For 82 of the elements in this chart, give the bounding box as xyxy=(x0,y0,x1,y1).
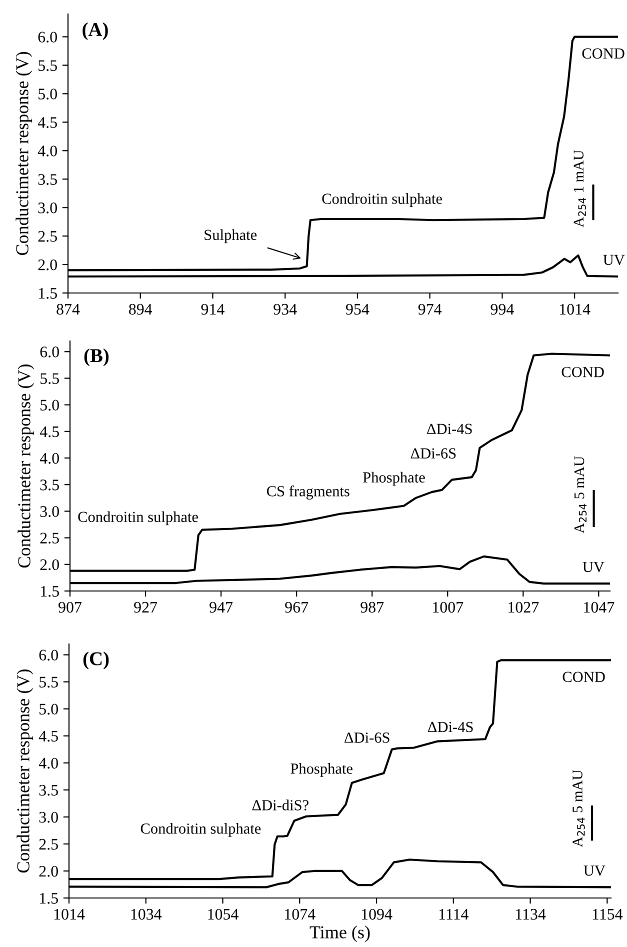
y-tick-label: 2.5 xyxy=(40,532,59,544)
x-tick-label: 934 xyxy=(274,304,297,315)
y-axis-title: Conductimeter response (V) xyxy=(16,670,34,873)
series-label: COND xyxy=(562,366,604,378)
y-tick-label: 2.5 xyxy=(39,838,58,850)
x-tick-label: 1034 xyxy=(131,908,162,920)
annotation: Sulphate xyxy=(204,229,257,244)
x-tick-label: 1114 xyxy=(439,908,469,920)
y-axis-title: Conductimeter response (V) xyxy=(18,364,34,568)
y-tick-label: 3.5 xyxy=(38,174,57,185)
y-tick-label: 5.5 xyxy=(40,373,59,384)
x-tick-label: 907 xyxy=(58,602,82,613)
y-tick-label: 4.5 xyxy=(38,730,58,742)
y-tick-label: 3.5 xyxy=(40,480,59,490)
x-tick-label: 927 xyxy=(134,602,158,613)
y-tick-label: 2.0 xyxy=(39,866,58,877)
y-tick-label: 1.5 xyxy=(39,288,57,299)
annotation: ΔDi-4S xyxy=(427,424,472,434)
x-tick-label: 1047 xyxy=(584,602,614,613)
y-tick-label: 6.0 xyxy=(38,32,57,43)
y-tick-label: 3.0 xyxy=(38,202,57,214)
y-tick-label: 6.0 xyxy=(40,346,59,358)
x-tick-label: 1134 xyxy=(516,908,546,920)
annotation: Condroitin sulphate xyxy=(78,511,198,526)
y-tick-label: 3.5 xyxy=(39,784,58,796)
y-tick-label: 4.0 xyxy=(38,758,58,769)
y-tick-label: 6.0 xyxy=(39,650,58,661)
annotation: CS fragments xyxy=(266,485,350,500)
annotation: ΔDi-4S xyxy=(428,722,473,732)
series-label: UV xyxy=(584,866,606,876)
x-tick-label: 967 xyxy=(285,602,308,613)
x-tick-label: 1014 xyxy=(54,908,85,920)
x-tick-label: 1154 xyxy=(592,908,623,920)
series-label: UV xyxy=(603,254,625,266)
x-axis-title: Time (s) xyxy=(310,926,370,942)
y-tick-label: 3.0 xyxy=(40,506,59,517)
y-tick-label: 4.0 xyxy=(40,452,59,464)
annotation: Phosphate xyxy=(363,472,425,486)
x-tick-label: 1014 xyxy=(560,304,590,315)
annotation: Phosphate xyxy=(290,763,352,777)
annotation: Condroitin sulphate xyxy=(322,193,442,208)
series-label: COND xyxy=(582,48,624,59)
x-tick-label: 954 xyxy=(346,304,370,315)
x-tick-label: 1074 xyxy=(285,908,316,920)
x-tick-label: 987 xyxy=(360,602,384,613)
y-tick-label: 5.0 xyxy=(40,400,59,411)
annotation: A$_{254}$ 5 mAU xyxy=(572,770,585,848)
x-tick-label: 1054 xyxy=(208,908,238,920)
y-tick-label: 4.5 xyxy=(40,426,59,438)
y-tick-label: 5.5 xyxy=(40,676,58,688)
annotation: ΔDi-6S xyxy=(344,732,390,743)
annotation: Condroitin sulphate xyxy=(140,823,261,837)
annotation: A$_{254}$ 1 mAU xyxy=(574,150,586,228)
chart-title: (B) xyxy=(84,348,109,366)
y-tick-label: 4.0 xyxy=(38,146,57,156)
x-tick-label: 994 xyxy=(490,304,514,315)
x-tick-label: 914 xyxy=(201,304,224,315)
annotation: ΔDi-6S xyxy=(410,448,456,459)
y-tick-label: 5.0 xyxy=(40,704,58,715)
x-tick-label: 947 xyxy=(210,602,233,613)
x-tick-label: 1094 xyxy=(362,908,392,920)
x-tick-label: 874 xyxy=(56,304,80,315)
x-tick-label: 1027 xyxy=(508,602,539,613)
annotation: A$_{254}$ 5 mAU xyxy=(574,456,587,534)
series-label: UV xyxy=(582,562,604,572)
y-tick-label: 1.5 xyxy=(40,892,58,904)
y-tick-label: 2.5 xyxy=(38,231,57,242)
annotation: ΔDi-diS? xyxy=(252,800,308,810)
y-tick-label: 2.0 xyxy=(38,259,57,270)
x-tick-label: 974 xyxy=(418,304,442,315)
x-tick-label: 894 xyxy=(129,304,152,315)
y-tick-label: 3.0 xyxy=(39,812,58,823)
chart-title: (C) xyxy=(83,652,109,670)
series-label: COND xyxy=(562,672,605,682)
y-tick-label: 5.0 xyxy=(38,88,57,100)
y-tick-label: 1.5 xyxy=(41,586,59,597)
y-tick-label: 5.5 xyxy=(38,60,57,72)
y-tick-label: 2.0 xyxy=(40,559,59,570)
x-tick-label: 1007 xyxy=(433,602,464,613)
chart-title: (A) xyxy=(82,22,108,40)
y-tick-label: 4.5 xyxy=(38,117,57,128)
y-axis-title: Conductimeter response (V) xyxy=(16,52,32,256)
